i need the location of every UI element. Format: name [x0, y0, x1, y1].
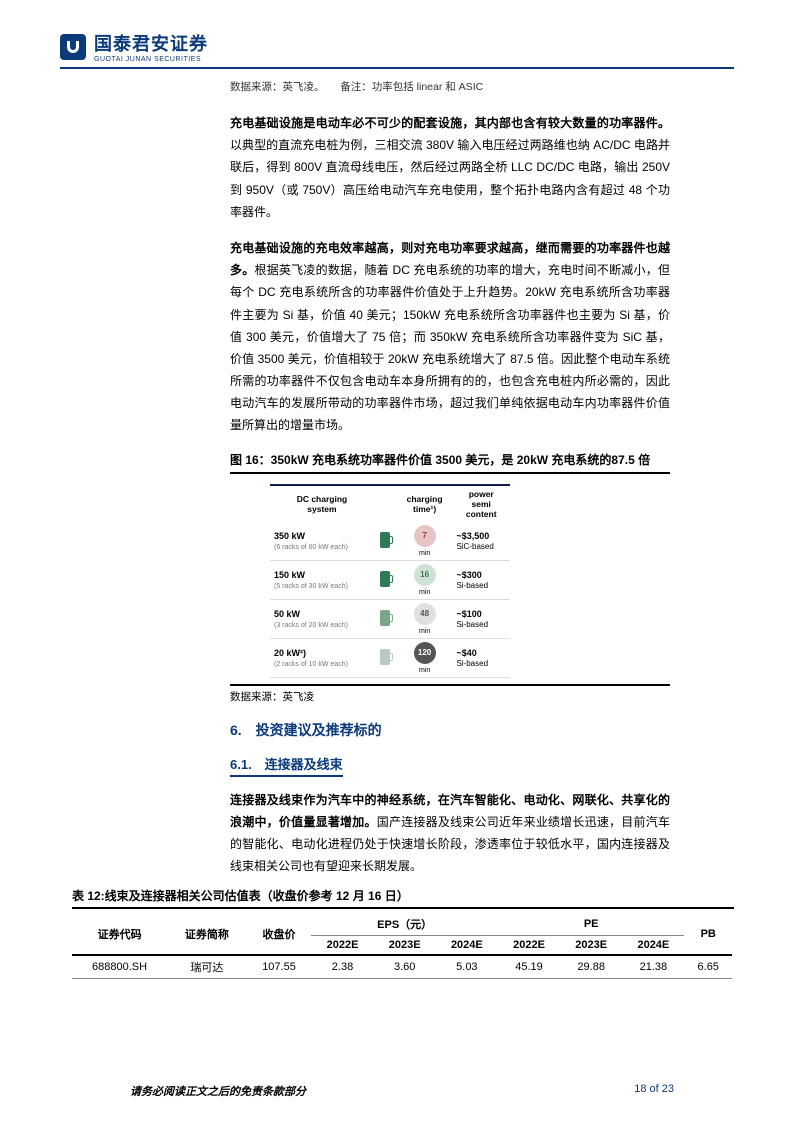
paragraph-3: 连接器及线束作为汽车中的神经系统，在汽车智能化、电动化、网联化、共享化的浪潮中，…: [230, 789, 670, 878]
logo-icon: [60, 34, 86, 60]
heading-6-1: 6.1. 连接器及线束: [230, 754, 343, 777]
table-12-title: 表 12:线束及连接器相关公司估值表（收盘价参考 12 月 16 日）: [72, 887, 734, 909]
header-en: GUOTAI JUNAN SECURITIES: [94, 56, 208, 63]
footer-page: 18 of 23: [634, 1083, 674, 1099]
table-12: 证券代码证券简称收盘价EPS（元）PEPB2022E2023E2024E2022…: [72, 913, 732, 979]
figure-16-chart: DC charging systemcharging time¹)power s…: [270, 484, 670, 678]
p2-rest: 根据英飞凌的数据，随着 DC 充电系统的功率的增大，充电时间不断减小，但每个 D…: [230, 263, 670, 432]
footer-disclaimer: 请务必阅读正文之后的免责条款部分: [130, 1083, 306, 1099]
header-cn: 国泰君安证券: [94, 30, 208, 56]
page-footer: 请务必阅读正文之后的免责条款部分 18 of 23: [0, 1083, 794, 1099]
caption-source-1: 数据来源：英飞凌。 备注：功率包括 linear 和 ASIC: [230, 79, 670, 94]
heading-6: 6. 投资建议及推荐标的: [230, 720, 670, 740]
figure-16-source: 数据来源：英飞凌: [230, 684, 670, 704]
p1-bold: 充电基础设施是电动车必不可少的配套设施，其内部也含有较大数量的功率器件。: [230, 116, 670, 130]
paragraph-1: 充电基础设施是电动车必不可少的配套设施，其内部也含有较大数量的功率器件。以典型的…: [230, 112, 670, 223]
p1-rest: 以典型的直流充电桩为例，三相交流 380V 输入电压经过两路维也纳 AC/DC …: [230, 138, 670, 219]
figure-16-title: 图 16：350kW 充电系统功率器件价值 3500 美元，是 20kW 充电系…: [230, 451, 670, 474]
page-header: 国泰君安证券 GUOTAI JUNAN SECURITIES: [60, 30, 734, 69]
paragraph-2: 充电基础设施的充电效率越高，则对充电功率要求越高，继而需要的功率器件也越多。根据…: [230, 237, 670, 437]
